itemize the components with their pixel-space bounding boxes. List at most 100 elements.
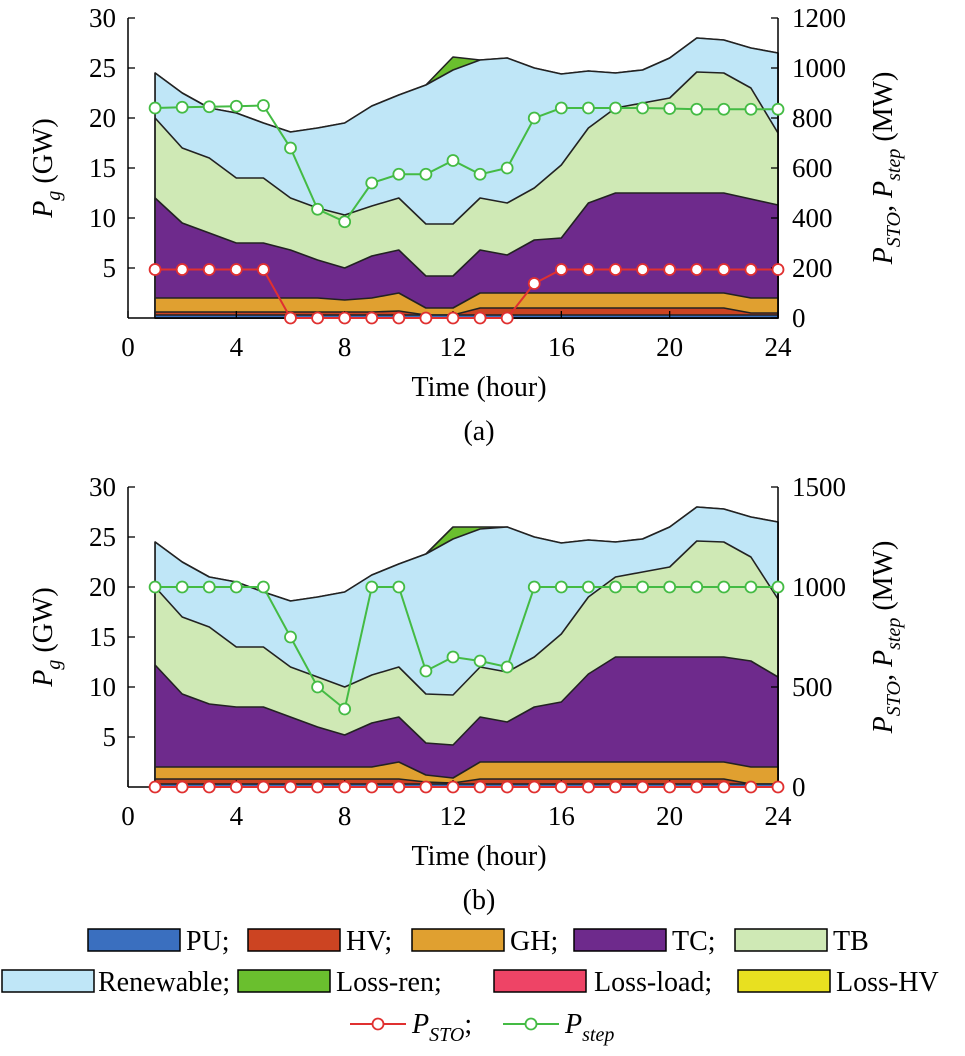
y-right-tick-label-a: 400 [792, 203, 833, 233]
point-p-step-a [284, 141, 297, 155]
point-p-step-a [257, 99, 270, 112]
y-right-tick-label-a: 1000 [792, 53, 846, 83]
area-tc-b [154, 656, 779, 788]
legend-swatch-7 [493, 969, 587, 993]
y-right-axis-label-a: PSTO, Pstep (MW) [868, 72, 905, 266]
y-right-tick-label-b: 0 [792, 772, 806, 802]
point-p-step-b [311, 680, 324, 694]
y-left-tick-label-a: 5 [103, 253, 117, 283]
y-left-tick-label-b: 10 [89, 672, 116, 702]
y-left-tick-label-b: 25 [89, 522, 116, 552]
point-p-sto-b [229, 780, 243, 794]
legend-label-3: TC; [672, 926, 716, 957]
x-tick-label-b: 20 [656, 801, 683, 831]
point-p-step-b [365, 580, 379, 594]
x-tick-label-b: 8 [338, 801, 352, 831]
legend-swatch-6 [237, 969, 331, 993]
point-p-step-b [257, 580, 270, 594]
x-tick-label-a: 8 [338, 332, 352, 362]
point-p-step-b [284, 630, 297, 644]
x-tick-label-a: 20 [656, 332, 683, 362]
point-p-sto-b [636, 780, 649, 794]
point-p-sto-a [419, 311, 433, 325]
point-p-step-b [690, 580, 704, 594]
point-p-sto-b [473, 780, 487, 794]
point-p-sto-a [392, 311, 406, 325]
y-right-tick-label-a: 800 [792, 103, 833, 133]
point-p-step-b [392, 580, 406, 594]
point-p-step-b [473, 654, 487, 668]
legend-line-label-1: Pstep [564, 1009, 614, 1046]
point-p-sto-a [229, 263, 243, 276]
x-tick-label-b: 24 [765, 801, 793, 831]
point-p-step-b [527, 580, 541, 594]
legend-swatch-4 [734, 928, 828, 952]
y-right-axis-label-b: PSTO, Pstep (MW) [868, 541, 905, 735]
point-p-sto-a [744, 263, 758, 276]
legend-label-6: Loss-ren; [336, 967, 442, 998]
y-left-tick-label-b: 5 [103, 722, 117, 752]
point-p-sto-a [202, 263, 216, 276]
point-p-step-a [663, 102, 677, 115]
x-tick-label-a: 24 [765, 332, 793, 362]
point-p-sto-b [609, 780, 622, 794]
point-p-step-b [609, 580, 622, 594]
point-p-sto-a [690, 263, 704, 276]
point-p-step-b [446, 650, 460, 664]
y-left-tick-label-a: 30 [89, 3, 116, 33]
point-p-sto-b [690, 780, 704, 794]
point-p-sto-a [338, 311, 352, 325]
chart-b: 0 4 8 12 16 20 24 5 10 15 20 25 30 0 500 1000 1500 Time (… [28, 472, 905, 916]
point-p-step-a [636, 101, 649, 115]
x-tick-label-a: 0 [121, 332, 135, 362]
y-left-tick-label-b: 15 [89, 622, 116, 652]
point-p-sto-a [284, 311, 297, 325]
legend-swatch-8 [737, 969, 831, 993]
y-left-tick-label-b: 20 [89, 572, 116, 602]
legend-swatch-1 [247, 928, 341, 952]
point-p-sto-a [527, 277, 541, 290]
point-p-sto-b [446, 780, 460, 794]
point-p-step-a [175, 100, 189, 114]
subtitle-b: (b) [463, 885, 496, 916]
y-left-axis-label-b: Pg (GW) [28, 587, 65, 687]
point-p-step-a [554, 101, 568, 115]
point-p-step-b [148, 580, 162, 594]
x-tick-label-b: 12 [440, 801, 467, 831]
point-p-step-a [392, 167, 406, 181]
x-tick-label-b: 16 [548, 801, 575, 831]
x-tick-label-a: 4 [230, 332, 244, 362]
point-p-sto-b [311, 780, 324, 794]
legend-label-2: GH; [510, 926, 558, 957]
y-left-tick-label-a: 10 [89, 203, 116, 233]
y-right-tick-label-b: 1500 [792, 472, 846, 502]
point-p-sto-a [582, 263, 595, 276]
point-p-sto-a [636, 263, 649, 276]
point-p-step-a [148, 101, 162, 115]
point-p-step-a [771, 102, 785, 116]
subtitle-a: (a) [463, 416, 494, 447]
point-p-sto-b [500, 780, 514, 794]
legend-swatch-3 [573, 928, 667, 952]
y-right-tick-label-b: 1000 [792, 572, 846, 602]
point-p-step-b [500, 660, 514, 674]
y-left-tick-label-a: 15 [89, 153, 116, 183]
point-p-step-a [202, 100, 216, 114]
point-p-sto-a [365, 311, 379, 325]
legend-label-5: Renewable; [98, 967, 230, 998]
point-p-step-b [419, 664, 433, 678]
legend-swatch-0 [87, 928, 181, 952]
area-tc-a [154, 192, 779, 319]
point-p-sto-b [527, 780, 541, 794]
point-p-sto-b [771, 780, 785, 794]
point-p-step-a [527, 111, 541, 125]
point-p-step-a [500, 161, 514, 175]
point-p-step-b [338, 702, 352, 716]
point-p-sto-b [175, 780, 189, 794]
x-tick-label-b: 4 [230, 801, 244, 831]
y-left-tick-label-a: 25 [89, 53, 116, 83]
y-right-tick-label-b: 500 [792, 672, 833, 702]
point-p-step-b [771, 580, 785, 594]
point-p-step-b [636, 580, 649, 594]
legend: PU; HV; GH; TC; TB Renewable; Loss-ren; Loss-lo… [1, 926, 939, 1046]
